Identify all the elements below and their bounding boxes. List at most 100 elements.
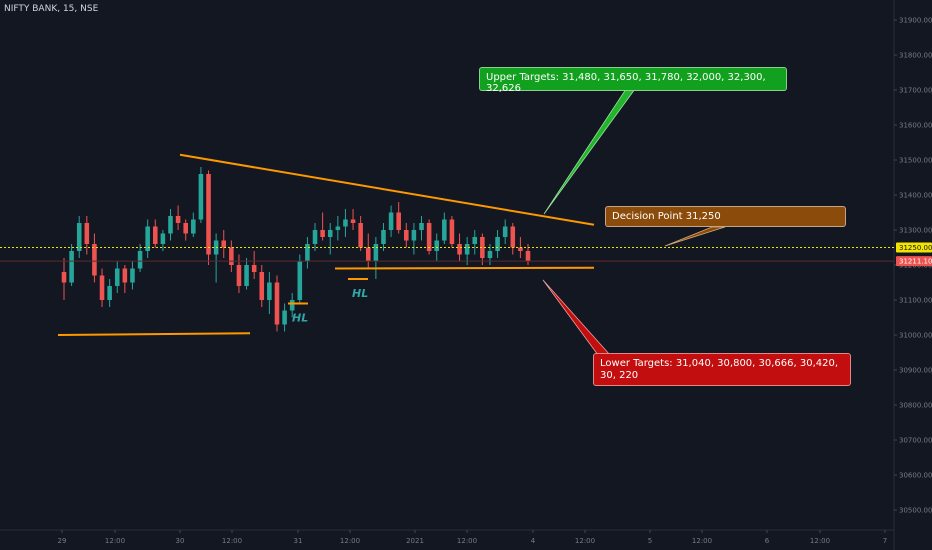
x-tick-label: 12:00 (692, 537, 712, 545)
candle-body (61, 272, 67, 283)
candle-body (327, 230, 333, 237)
price-badge (896, 242, 932, 253)
candle-body (373, 244, 379, 262)
candle-body (130, 268, 135, 283)
candles (61, 167, 531, 332)
x-tick-label: 30 (176, 537, 185, 545)
candle-body (480, 237, 485, 258)
candle-body (343, 219, 348, 227)
trendline-resistance (179, 153, 595, 226)
trendline-support (334, 266, 595, 270)
x-tick-label: 12:00 (810, 537, 830, 545)
y-tick-label: 31800.00 (899, 52, 932, 60)
y-tick-label: 31500.00 (899, 157, 932, 165)
candle-body (122, 268, 128, 283)
decision-callout-pointer (664, 226, 726, 247)
candle-body (404, 230, 409, 241)
x-tick-label: 12:00 (457, 537, 477, 545)
y-tick-label: 30900.00 (899, 367, 932, 375)
y-tick-label: 31300.00 (899, 227, 932, 235)
candle-body (434, 240, 440, 251)
candle-body (289, 300, 295, 311)
candle-body (464, 244, 470, 255)
x-tick-label: 12:00 (222, 537, 242, 545)
candle-body (388, 212, 394, 230)
hl-label: HL (352, 287, 368, 300)
candle-body (92, 244, 97, 276)
candle-body (107, 286, 112, 300)
x-tick-label: 2021 (406, 537, 424, 545)
x-tick-label: 12:00 (340, 537, 360, 545)
candle-body (229, 247, 234, 265)
y-tick-label: 31000.00 (899, 332, 932, 340)
candle-body (221, 240, 227, 248)
x-tick-label: 12:00 (105, 537, 125, 545)
candle-body (518, 247, 523, 251)
hl-label: HL (292, 312, 308, 325)
candle-body (152, 226, 158, 244)
candle-body (320, 230, 325, 237)
candle-body (274, 282, 280, 325)
price-badges: 31250.00 31211.10 (896, 242, 932, 267)
candle-body (396, 212, 401, 230)
candle-body (442, 219, 447, 241)
candle-body (198, 174, 204, 220)
candle-body (350, 219, 356, 223)
candle-body (206, 174, 211, 255)
price-badge (896, 256, 932, 267)
candle-body (502, 226, 508, 237)
symbol-title[interactable]: NIFTY BANK, 15, NSE (4, 4, 99, 14)
x-tick-label: 6 (765, 537, 770, 545)
candle-body (137, 251, 143, 269)
candle-body (495, 237, 500, 251)
candle-body (449, 219, 455, 244)
candle-body (168, 216, 173, 234)
x-tick-label: 31 (294, 537, 303, 545)
y-tick-label: 31400.00 (899, 192, 932, 200)
trendline-base (57, 332, 251, 336)
candle-body (335, 226, 341, 230)
price-badge-label: 31211.10 (899, 258, 932, 266)
candle-body (244, 265, 249, 286)
candle-body (191, 219, 196, 234)
candle-body (312, 230, 318, 244)
candle-body (510, 226, 516, 248)
candle-body (236, 265, 242, 286)
candle-body (114, 268, 120, 286)
upper-targets-callout[interactable]: Upper Targets: 31,480, 31,650, 31,780, 3… (479, 67, 787, 94)
y-tick-label: 30500.00 (899, 507, 932, 515)
candle-body (487, 251, 493, 258)
x-tick-label: 5 (648, 537, 652, 545)
candle-body (525, 251, 531, 262)
decision-point-callout[interactable]: Decision Point 31,250 (605, 206, 846, 227)
drawings: HL HL (0, 88, 894, 356)
time-axis[interactable]: 29 12:00 30 12:00 31 12:00 2021 12:00 4 12:00 5 12:… (58, 530, 888, 545)
x-tick-label: 7 (883, 537, 887, 545)
candle-body (84, 223, 90, 244)
candle-body (175, 216, 181, 223)
candle-body (160, 233, 166, 244)
candle-body (282, 310, 287, 325)
x-tick-label: 4 (531, 537, 536, 545)
x-tick-label: 29 (58, 537, 67, 545)
y-tick-label: 31600.00 (899, 122, 932, 130)
candle-body (305, 244, 310, 262)
candle-body (267, 282, 272, 300)
candle-body (457, 244, 462, 255)
candle-body (365, 247, 371, 262)
candle-body (259, 272, 265, 300)
candle-body (419, 223, 424, 230)
candle-body (472, 237, 478, 244)
candle-body (411, 230, 417, 241)
candle-body (358, 223, 363, 248)
y-tick-label: 30800.00 (899, 402, 932, 410)
candle-body (99, 275, 105, 300)
candle-body (297, 261, 303, 300)
candle-body (76, 223, 82, 251)
y-tick-label: 31900.00 (899, 17, 932, 25)
lower-targets-callout[interactable]: Lower Targets: 31,040, 30,800, 30,666, 3… (593, 353, 851, 386)
x-tick-label: 12:00 (575, 537, 595, 545)
price-badge-label: 31250.00 (899, 244, 932, 252)
